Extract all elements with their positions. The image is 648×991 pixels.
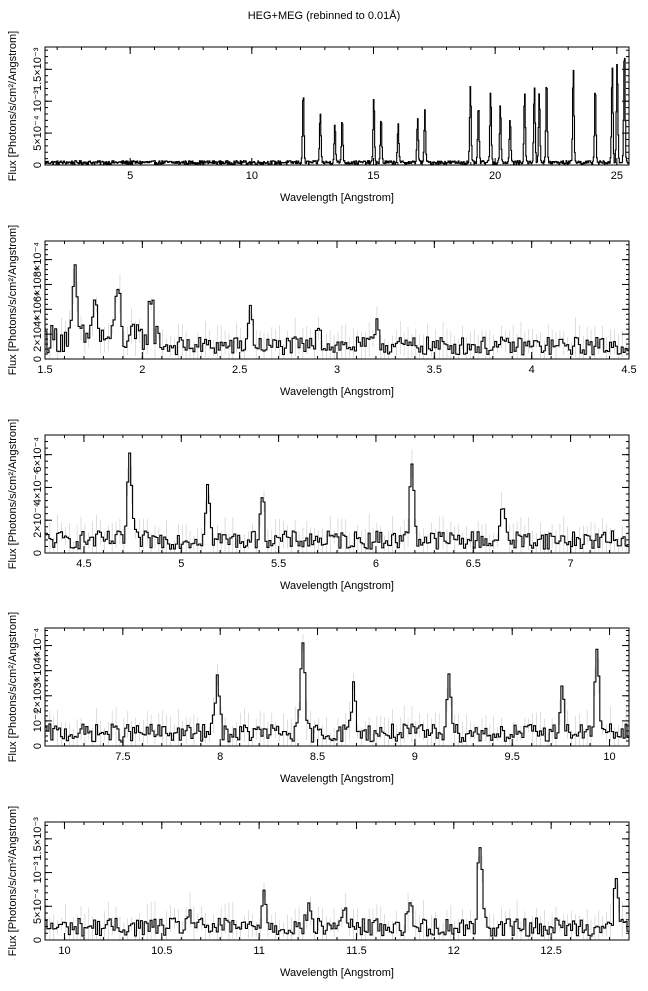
x-tick-label: 12 [448, 945, 460, 957]
x-axis-label: Wavelength [Angstrom] [280, 967, 394, 979]
x-axis-label: Wavelength [Angstrom] [280, 580, 394, 592]
axes-frame-5 [44, 821, 630, 941]
y-tick-label: 6×10⁻⁴ [32, 267, 44, 303]
x-tick-label: 7.5 [115, 751, 130, 763]
x-tick-label: 12.5 [540, 945, 561, 957]
x-tick-label: 10.5 [151, 945, 172, 957]
spectrum-line-5 [45, 847, 629, 937]
x-tick-label: 20 [489, 170, 501, 182]
x-tick-label: 3.5 [427, 364, 442, 376]
panel-3: 4.5 5 5.5 6 6.5 7 0 2×10⁻⁴4×10⁻⁴6×10⁻⁴ Wavelengt… [7, 419, 630, 592]
y-tick-label: 4×10⁻⁴ [32, 291, 44, 327]
panel-2: 1.5 2 2.5 3 3.5 4 4.5 0 2×10⁻⁴4×10⁻⁴6×10⁻⁴8×10⁻⁴… [7, 225, 637, 398]
x-axis-label: Wavelength [Angstrom] [280, 386, 394, 398]
x-tick-label: 5 [127, 170, 133, 182]
x-tick-label: 3 [334, 364, 340, 376]
spectrum-line-1 [45, 57, 629, 165]
x-tick-label: 4.5 [621, 364, 636, 376]
axes-frame-1 [44, 46, 630, 166]
panel-1: 5 10 15 20 25 0 5×10⁻⁴ 10⁻³1.5×10⁻³ Wavelength [… [7, 31, 630, 204]
x-tick-label: 6.5 [466, 558, 481, 570]
y-axis-label: Flux [Photons/s/cm²/Angstrom] [7, 612, 19, 762]
y-tick-label: 0 [32, 937, 44, 943]
y-tick-label: 0 [32, 743, 44, 749]
y-tick-label: 10⁻³ [32, 90, 44, 112]
x-axis-label: Wavelength [Angstrom] [280, 773, 394, 785]
y-tick-label: 10⁻³ [32, 861, 44, 883]
x-tick-label: 11.5 [346, 945, 367, 957]
y-tick-label: 5×10⁻⁴ [32, 888, 44, 924]
x-tick-label: 5 [178, 558, 184, 570]
x-tick-label: 5.5 [271, 558, 286, 570]
spectrum-line-2 [45, 264, 629, 356]
panel-4: 7.5 8 8.5 9 9.5 10 0 10⁻⁴2×10⁻⁴3×10⁻⁴4×10⁻⁴ Wave… [7, 612, 630, 785]
y-tick-label: 8×10⁻⁴ [32, 242, 44, 278]
y-tick-label: 10⁻⁴ [32, 709, 44, 732]
y-tick-label: 1.5×10⁻³ [32, 47, 44, 91]
x-tick-label: 11 [253, 945, 264, 957]
x-tick-label: 8.5 [310, 751, 325, 763]
x-tick-label: 4.5 [76, 558, 91, 570]
x-tick-label: 10 [58, 945, 70, 957]
y-tick-label: 2×10⁻⁴ [32, 678, 44, 714]
x-tick-label: 15 [367, 170, 379, 182]
y-tick-label: 4×10⁻⁴ [32, 470, 44, 506]
x-tick-label: 2 [139, 364, 145, 376]
y-tick-label: 0 [32, 162, 44, 168]
y-tick-label: 0 [32, 356, 44, 362]
y-tick-label: 2×10⁻⁴ [32, 316, 44, 352]
x-tick-label: 7 [568, 558, 574, 570]
x-tick-label: 6 [373, 558, 379, 570]
panel-5: 10 10.5 11 11.5 12 12.5 0 5×10⁻⁴ 10⁻³1.5×10⁻³ Wav… [7, 806, 630, 979]
x-tick-label: 10 [246, 170, 258, 182]
x-tick-label: 2.5 [232, 364, 247, 376]
y-axis-label: Flux [Photons/s/cm²/Angstrom] [7, 225, 19, 375]
y-tick-label: 3×10⁻⁴ [32, 653, 44, 689]
x-tick-label: 9.5 [505, 751, 520, 763]
x-tick-label: 8 [217, 751, 223, 763]
y-axis-label: Flux [Photons/s/cm²/Angstrom] [7, 419, 19, 569]
y-tick-label: 0 [32, 550, 44, 556]
spectrum-line-4 [45, 642, 629, 743]
y-tick-label: 6×10⁻⁴ [32, 437, 44, 473]
x-axis-label: Wavelength [Angstrom] [280, 192, 394, 204]
x-tick-label: 9 [412, 751, 418, 763]
x-tick-label: 4 [529, 364, 535, 376]
y-axis-label: Flux [Photons/s/cm²/Angstrom] [7, 31, 19, 181]
y-tick-label: 4×10⁻⁴ [32, 628, 44, 664]
axes-frame-2 [44, 240, 630, 360]
y-tick-label: 2×10⁻⁴ [32, 502, 44, 538]
x-tick-label: 1.5 [37, 364, 52, 376]
figure-title: HEG+MEG (rebinned to 0.01Å) [247, 10, 401, 22]
y-tick-label: 1.5×10⁻³ [32, 817, 44, 861]
y-axis-label: Flux [Photons/s/cm²/Angstrom] [7, 806, 19, 956]
spectrum-line-3 [45, 452, 629, 550]
y-tick-label: 5×10⁻⁴ [32, 115, 44, 151]
x-tick-label: 25 [611, 170, 623, 182]
x-tick-label: 10 [603, 751, 615, 763]
